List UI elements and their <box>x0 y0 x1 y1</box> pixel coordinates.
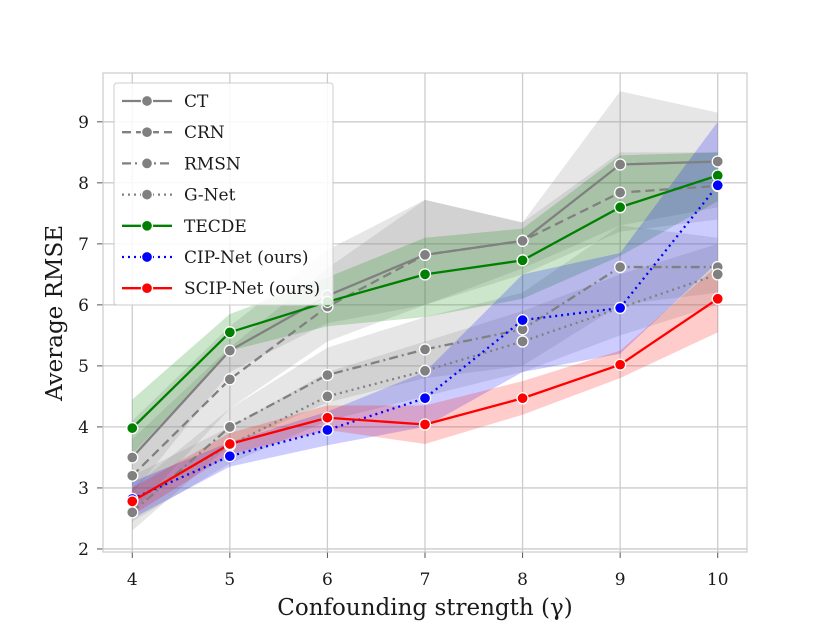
point-g-net <box>711 268 724 281</box>
y-tick-labels: 2 3 4 5 6 7 8 9 <box>78 113 89 560</box>
point-scip-net-ours <box>614 358 627 371</box>
x-tick-label: 7 <box>420 570 431 590</box>
y-tick-label: 7 <box>78 235 89 255</box>
x-tick-label: 9 <box>615 570 626 590</box>
legend-label-rmsn: RMSN <box>184 154 241 174</box>
x-tick-label: 8 <box>517 570 528 590</box>
legend-box <box>113 82 334 306</box>
legend-marker-crn <box>140 126 154 139</box>
legend-label-cip-net-ours: CIP-Net (ours) <box>184 248 308 268</box>
x-tick-labels: 4 5 6 7 8 9 10 <box>127 570 729 590</box>
plot-frame <box>102 72 748 553</box>
point-scip-net-ours <box>516 392 529 405</box>
legend-marker-cip-net-ours <box>140 250 154 264</box>
point-crn <box>516 234 529 247</box>
point-scip-net-ours <box>321 411 334 424</box>
point-rmsn <box>614 260 627 274</box>
band-cip-net-ours <box>132 121 718 519</box>
band-rmsn <box>132 225 718 531</box>
point-cip-net-ours <box>223 450 236 463</box>
y-axis-label: Average RMSE <box>42 225 68 402</box>
point-ct <box>223 344 236 357</box>
point-rmsn <box>126 506 139 519</box>
point-tecde <box>614 201 627 214</box>
x-axis-label: Confounding strength (γ) <box>277 595 572 621</box>
point-crn <box>223 373 236 386</box>
x-tick-label: 4 <box>127 570 138 590</box>
band-g-net <box>132 243 718 522</box>
legend-marker-scip-net-ours <box>140 282 154 295</box>
y-tick-label: 6 <box>78 296 89 316</box>
point-ct <box>711 155 724 168</box>
point-crn <box>614 186 627 199</box>
point-cip-net-ours <box>711 179 724 192</box>
legend-marker-rmsn <box>140 157 154 170</box>
point-scip-net-ours <box>711 292 724 305</box>
legend-label-crn: CRN <box>184 123 225 143</box>
point-cip-net-ours <box>321 423 334 437</box>
y-tick-label: 8 <box>78 174 89 194</box>
legend-marker-g-net <box>140 188 154 201</box>
y-tick-label: 4 <box>78 418 89 438</box>
point-tecde <box>223 326 236 339</box>
legend-label-ct: CT <box>184 92 209 112</box>
point-g-net <box>516 335 529 348</box>
legend-marker-tecde <box>140 219 154 232</box>
point-cip-net-ours <box>614 301 627 315</box>
point-tecde <box>418 268 432 281</box>
band-tecde <box>132 152 718 455</box>
band-ct <box>132 91 718 495</box>
point-g-net <box>321 390 334 403</box>
point-g-net <box>418 364 432 377</box>
point-tecde <box>126 421 139 435</box>
legend-marker-ct <box>140 94 154 108</box>
point-ct <box>126 451 139 464</box>
y-tick-label: 2 <box>78 540 89 560</box>
x-tick-label: 5 <box>224 570 235 590</box>
point-scip-net-ours <box>418 418 432 431</box>
point-scip-net-ours <box>223 437 236 451</box>
point-rmsn <box>418 343 432 356</box>
x-tick-label: 6 <box>322 570 333 590</box>
point-ct <box>614 158 627 171</box>
point-cip-net-ours <box>516 313 529 327</box>
series-points <box>126 155 724 519</box>
point-rmsn <box>223 420 236 434</box>
legend-label-scip-net-ours: SCIP-Net (ours) <box>184 279 320 299</box>
legend-label-g-net: G-Net <box>184 186 236 206</box>
point-crn <box>126 469 139 482</box>
point-scip-net-ours <box>126 495 139 508</box>
point-tecde <box>516 254 529 267</box>
confidence-bands <box>132 91 718 531</box>
point-cip-net-ours <box>418 392 432 405</box>
legend: CT CRN RMSN G-Net TECDE CIP-Net (ours) SCIP-Ne… <box>113 82 334 306</box>
band-crn <box>132 152 718 513</box>
y-tick-label: 3 <box>78 479 89 499</box>
point-crn <box>418 248 432 261</box>
point-rmsn <box>321 368 334 382</box>
x-tick-label: 10 <box>707 570 729 590</box>
y-tick-label: 9 <box>78 113 89 133</box>
legend-label-tecde: TECDE <box>184 217 247 237</box>
y-tick-label: 5 <box>78 357 89 377</box>
